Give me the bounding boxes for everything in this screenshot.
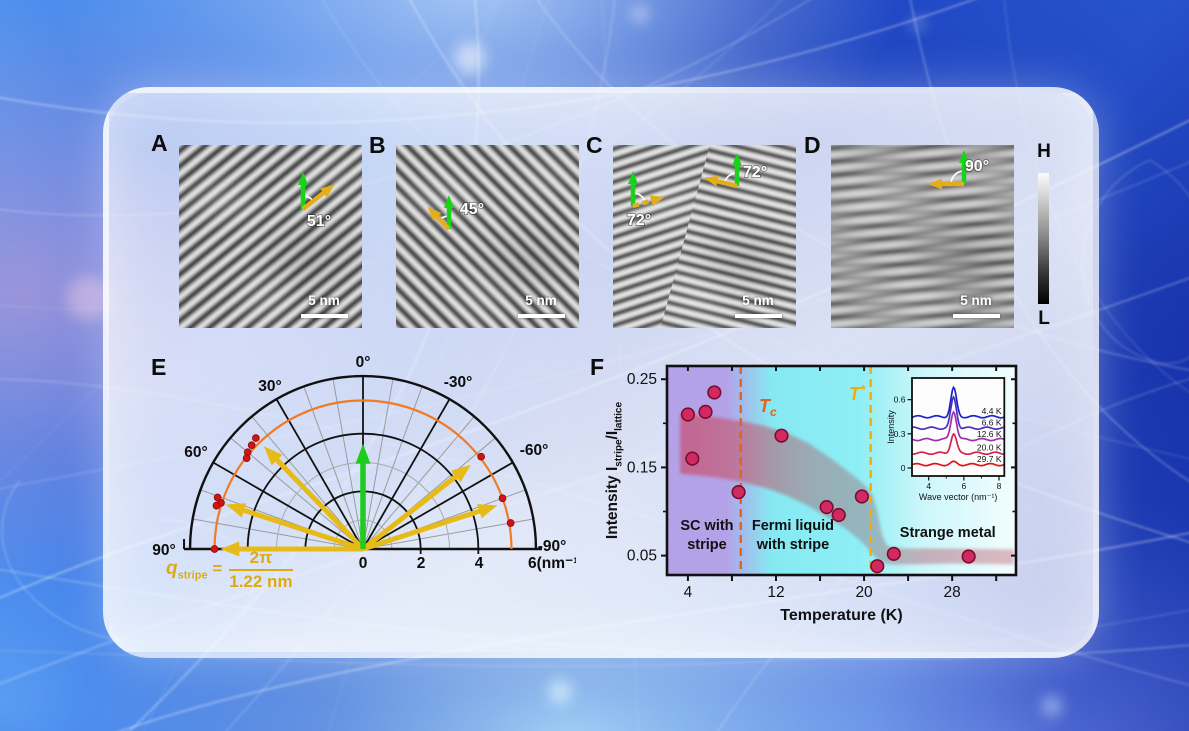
micrograph-a: 51° 5 nm [179, 145, 362, 328]
svg-text:72°: 72° [743, 164, 767, 181]
micrograph-c: 72° 72° 5 nm [613, 145, 796, 328]
colorbar-low-label: L [1038, 308, 1050, 329]
svg-text:2: 2 [417, 555, 426, 572]
figure-card: A B C D E F 51° 5 nm 45° 5 nm 72° 72° 5 n… [103, 87, 1099, 658]
svg-text:28: 28 [944, 584, 961, 601]
svg-text:0: 0 [901, 463, 906, 473]
svg-text:Intensity: Intensity [886, 410, 896, 444]
svg-text:72°: 72° [627, 212, 651, 229]
svg-text:8: 8 [997, 481, 1002, 491]
scale-bar-b [518, 314, 565, 318]
svg-text:4: 4 [475, 555, 484, 572]
svg-text:0.15: 0.15 [627, 459, 657, 476]
scale-label-d: 5 nm [960, 293, 992, 308]
panel-c-label: C [586, 132, 603, 158]
q-symbol: q [166, 557, 178, 579]
colorbar [1038, 173, 1049, 304]
svg-text:0.25: 0.25 [627, 371, 657, 388]
svg-text:SC with: SC with [680, 518, 733, 534]
svg-text:0.3: 0.3 [894, 429, 906, 439]
formula-numerator: 2π [229, 548, 293, 571]
q-subscript: stripe [177, 569, 208, 582]
svg-text:Intensity Istripe/Ilattice: Intensity Istripe/Ilattice [604, 402, 625, 540]
svg-text:0.05: 0.05 [627, 548, 657, 565]
micrograph-b: 45° 5 nm [396, 145, 579, 328]
svg-text:51°: 51° [307, 213, 331, 230]
panel-b-label: B [369, 132, 386, 158]
svg-text:6: 6 [961, 481, 966, 491]
svg-text:Temperature (K): Temperature (K) [780, 607, 902, 624]
svg-text:Strange metal: Strange metal [900, 525, 996, 541]
svg-text:4.4 K: 4.4 K [982, 406, 1002, 416]
svg-text:-30°: -30° [444, 374, 473, 391]
svg-text:Wave vector (nm⁻¹): Wave vector (nm⁻¹) [919, 492, 997, 502]
panel-d-label: D [804, 132, 821, 158]
svg-text:0°: 0° [356, 354, 371, 371]
svg-text:with stripe: with stripe [756, 537, 830, 553]
annotation-overlay-c: 72° 72° [626, 153, 768, 230]
svg-text:90°: 90° [965, 158, 989, 175]
colorbar-high-label: H [1037, 141, 1051, 162]
texture-mottle [831, 145, 1014, 328]
scale-label-b: 5 nm [525, 293, 557, 308]
texture-mottle [613, 145, 796, 328]
stripe-texture-d-overlay [831, 145, 1014, 328]
svg-text:20.0 K: 20.0 K [977, 443, 1002, 453]
svg-text:45°: 45° [460, 201, 484, 218]
panel-f-label: F [590, 354, 605, 380]
stripe-texture-b [396, 145, 579, 328]
formula-denominator: 1.22 nm [229, 571, 293, 591]
scale-bar-a [301, 314, 348, 318]
svg-text:20: 20 [855, 584, 873, 601]
svg-text:stripe: stripe [687, 537, 727, 553]
svg-text:60°: 60° [184, 444, 207, 461]
svg-text:4: 4 [926, 481, 931, 491]
svg-text:30°: 30° [258, 378, 281, 395]
scale-bar-d [953, 314, 1000, 318]
annotation-overlay-a: 51° [298, 172, 335, 231]
stripe-texture-a [179, 145, 362, 328]
texture-mottle [396, 145, 579, 328]
q-stripe-formula: qstripe = 2π 1.22 nm [166, 548, 293, 591]
svg-text:-60°: -60° [520, 442, 549, 459]
texture-dim [831, 145, 1014, 328]
annotation-overlay-b: 45° [427, 195, 485, 231]
annotation-overlay-d: 90° [928, 150, 990, 190]
svg-text:0.6: 0.6 [894, 395, 906, 405]
svg-text:90°: 90° [152, 542, 175, 559]
svg-text:6(nm⁻¹): 6(nm⁻¹) [528, 555, 576, 572]
scale-bar-c [735, 314, 782, 318]
svg-text:12.6 K: 12.6 K [977, 429, 1002, 439]
svg-text:29.7 K: 29.7 K [977, 454, 1002, 464]
svg-text:6.6 K: 6.6 K [982, 417, 1002, 427]
polar-plot: 0° 30° -30° 60° -60° 90° -90° 0 2 4 6(nm⁻¹) [152, 354, 576, 572]
equals-sign: = [212, 558, 223, 578]
svg-text:4: 4 [684, 584, 693, 601]
panel-e-label: E [151, 354, 167, 380]
panel-a-label: A [151, 130, 168, 156]
scale-label-a: 5 nm [308, 293, 340, 308]
micrograph-d: 90° 5 nm [831, 145, 1014, 328]
texture-mottle [179, 145, 362, 328]
svg-text:12: 12 [767, 584, 784, 601]
svg-text:Fermi liquid: Fermi liquid [752, 518, 834, 534]
svg-text:-90°: -90° [538, 538, 567, 555]
scale-label-c: 5 nm [742, 293, 774, 308]
svg-text:0: 0 [359, 555, 368, 572]
